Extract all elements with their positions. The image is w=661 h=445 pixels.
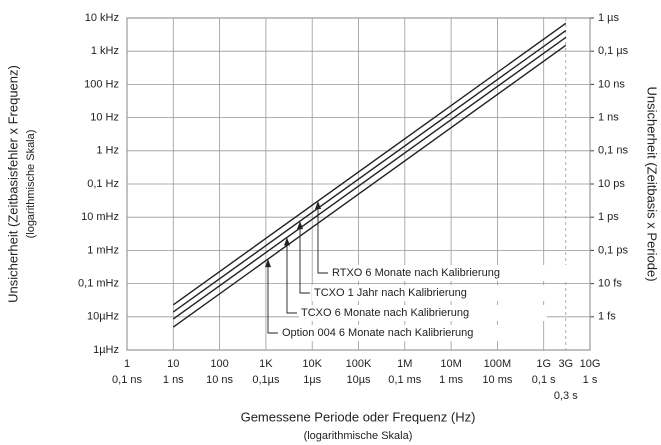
callout-bg	[312, 285, 560, 301]
y-tick-label: 0,1 mHz	[78, 278, 119, 290]
y2-tick-label: 1 ps	[598, 211, 619, 223]
x-tick-period: 10 ms	[482, 374, 512, 386]
y-tick-label: 100 Hz	[84, 78, 119, 90]
y-tick-label: 1 kHz	[91, 45, 119, 57]
x-tick-label: 1M	[397, 358, 412, 370]
callout-label: RTXO 6 Monate nach Kalibrierung	[332, 267, 500, 279]
y-tick-label: 1 Hz	[96, 145, 119, 157]
y-axis-note: (logarithmische Skala)	[25, 130, 37, 239]
y2-axis-title: Unsicherheit (Zeitbasis x Periode)	[645, 86, 660, 281]
x-tick-period: 10 ns	[206, 374, 233, 386]
callout-arrow	[284, 237, 290, 246]
x-tick-period: 1 ns	[163, 374, 184, 386]
y2-tick-label: 0,1 µs	[598, 45, 629, 57]
callout-arrow	[265, 259, 271, 268]
x-tick-label: 100	[210, 358, 228, 370]
x-axis-note: (logarithmische Skala)	[304, 430, 413, 442]
callout-label: Option 004 6 Monate nach Kalibrierung	[282, 327, 473, 339]
x-tick-label: 1K	[259, 358, 273, 370]
callout-bg	[280, 325, 528, 341]
y-tick-label: 0,1 Hz	[87, 178, 119, 190]
y2-tick-label: 1 fs	[598, 311, 616, 323]
x-tick-label: 1	[124, 358, 130, 370]
callout-line	[299, 227, 310, 294]
x-tick-label: 100K	[346, 358, 372, 370]
x-tick-label: 10G	[580, 358, 601, 370]
x-tick-period: 0,1 s	[532, 374, 556, 386]
x-tick-period: 10µs	[346, 374, 371, 386]
y-tick-label: 10µHz	[87, 311, 119, 323]
series-line	[172, 29, 567, 313]
y-tick-label: 10 Hz	[90, 112, 119, 124]
x-tick-period: 0,1 ms	[388, 374, 422, 386]
y2-tick-label: 1 ns	[598, 112, 619, 124]
callout-line	[317, 207, 328, 274]
series-line	[172, 44, 567, 328]
y-tick-label: 10 kHz	[85, 12, 119, 24]
y2-tick-label: 0,1 ns	[598, 145, 628, 157]
x-tick-period: 1 ms	[439, 374, 463, 386]
x-axis-title: Gemessene Periode oder Frequenz (Hz)	[241, 409, 476, 424]
x-tick-label: 10K	[302, 358, 322, 370]
x-tick-period: 1 s	[583, 374, 598, 386]
series-line	[172, 22, 567, 306]
callout-bg	[299, 305, 547, 321]
x-tick-period: 1µs	[303, 374, 321, 386]
x-tick-label: 3G	[558, 358, 573, 370]
x-tick-label: 100M	[484, 358, 512, 370]
callout-bg	[330, 265, 578, 281]
x-tick-period: 0,1 ns	[112, 374, 142, 386]
y-tick-label: 1µHz	[93, 344, 119, 356]
callout-label: TCXO 1 Jahr nach Kalibrierung	[314, 287, 467, 299]
y-tick-label: 10 mHz	[81, 211, 119, 223]
y2-tick-label: 10 ps	[598, 178, 625, 190]
callout-label: TCXO 6 Monate nach Kalibrierung	[301, 307, 469, 319]
callout-line	[286, 243, 297, 314]
x-tick-label: 1G	[536, 358, 551, 370]
callout-line	[267, 265, 278, 334]
y-tick-label: 1 mHz	[87, 244, 119, 256]
x-tick-period: 0,1µs	[252, 374, 280, 386]
x-tick-label: 10	[167, 358, 179, 370]
y-axis-title: Unsicherheit (Zeitbasisfehler x Frequenz…	[5, 65, 20, 303]
y2-tick-label: 10 fs	[598, 278, 622, 290]
y2-tick-label: 1 µs	[598, 12, 620, 24]
y2-tick-label: 0,1 ps	[598, 244, 628, 256]
x-tick-period: 0,3 s	[554, 390, 578, 402]
y2-tick-label: 10 ns	[598, 78, 625, 90]
series-line	[172, 36, 567, 320]
x-tick-label: 10M	[440, 358, 461, 370]
